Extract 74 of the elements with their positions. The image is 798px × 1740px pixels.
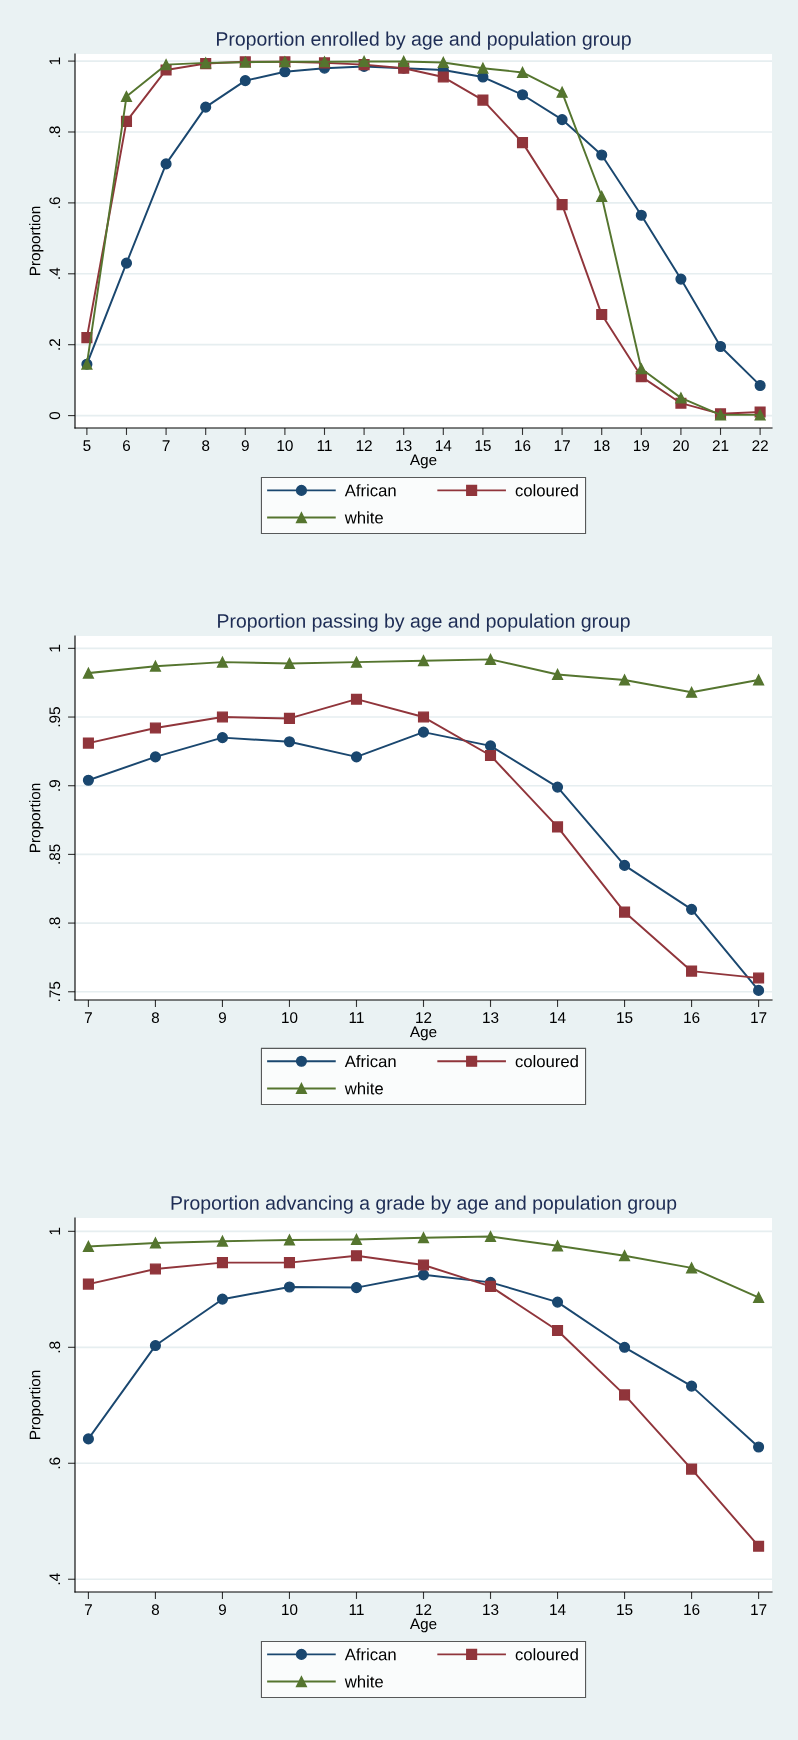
- y-tick-label: 1: [49, 644, 61, 652]
- y-tick-label: 0: [49, 411, 61, 420]
- x-tick-label: 6: [123, 440, 131, 452]
- y-tick-label: .9: [49, 780, 61, 791]
- x-tick-label: 15: [617, 1604, 633, 1616]
- x-tick-label: 9: [218, 1604, 226, 1616]
- y-tick-label: .95: [49, 707, 61, 727]
- x-tick-label: 9: [218, 1012, 226, 1024]
- y-tick-label: 1: [49, 1227, 61, 1235]
- chart-title: Proportion advancing a grade by age and population group: [171, 1195, 677, 1214]
- x-tick-label: 14: [435, 440, 452, 451]
- legend-label: African: [344, 1648, 396, 1661]
- y-tick-label: .4: [49, 1573, 61, 1585]
- legend-label: white: [344, 1675, 383, 1688]
- x-tick-label: 10: [282, 1604, 298, 1616]
- x-tick-label: 11: [317, 440, 332, 451]
- y-tick-label: .4: [49, 267, 61, 279]
- x-tick-label: 7: [84, 1012, 92, 1023]
- legend-label: coloured: [515, 484, 578, 497]
- legend-label: coloured: [515, 1055, 578, 1068]
- x-axis-title: Age: [409, 1618, 437, 1633]
- x-tick-label: 14: [550, 1012, 566, 1023]
- y-tick-label: .8: [49, 1341, 61, 1353]
- chart-title: Proportion enrolled by age and population group: [217, 31, 631, 50]
- legend-label: white: [344, 1082, 383, 1095]
- x-tick-label: 13: [483, 1012, 499, 1024]
- x-tick-label: 11: [349, 1012, 364, 1023]
- x-tick-label: 15: [475, 440, 491, 452]
- x-tick-label: 12: [416, 1604, 432, 1615]
- x-tick-label: 19: [633, 440, 650, 452]
- x-tick-label: 20: [673, 440, 689, 452]
- y-tick-label: .8: [49, 917, 61, 929]
- chart-title: Proportion passing by age and population group: [218, 613, 630, 632]
- y-tick-label: .6: [49, 1457, 61, 1469]
- y-axis-title: Proportion: [29, 206, 44, 275]
- x-tick-label: 8: [202, 440, 210, 452]
- x-tick-label: 21: [712, 440, 729, 451]
- y-tick-label: .6: [49, 197, 61, 208]
- y-tick-label: 1: [49, 57, 61, 65]
- y-axis-title: Proportion: [29, 1370, 44, 1439]
- x-tick-label: 8: [151, 1012, 160, 1024]
- x-tick-label: 9: [241, 440, 249, 452]
- y-tick-label: .75: [49, 981, 61, 1001]
- x-tick-label: 17: [554, 440, 570, 451]
- x-tick-label: 7: [162, 440, 170, 451]
- x-tick-label: 8: [151, 1604, 160, 1616]
- y-axis-title: Proportion: [29, 783, 44, 852]
- x-tick-label: 17: [751, 1604, 767, 1615]
- x-tick-label: 16: [684, 1604, 700, 1616]
- x-tick-label: 12: [356, 440, 372, 451]
- y-tick-label: .85: [49, 844, 61, 864]
- legend-label: coloured: [515, 1648, 578, 1661]
- x-tick-label: 5: [83, 440, 91, 452]
- x-axis-title: Age: [409, 1026, 437, 1041]
- x-tick-label: 13: [396, 440, 412, 452]
- legend-label: white: [344, 511, 383, 524]
- x-axis-title: Age: [409, 454, 437, 469]
- x-tick-label: 10: [282, 1012, 298, 1024]
- x-tick-label: 16: [515, 440, 531, 452]
- x-tick-label: 15: [617, 1012, 633, 1024]
- legend-label: African: [344, 484, 396, 497]
- x-tick-label: 22: [752, 440, 768, 451]
- y-tick-label: .8: [49, 126, 61, 137]
- x-tick-label: 18: [594, 440, 610, 452]
- x-tick-label: 10: [277, 440, 293, 452]
- y-tick-label: .2: [49, 339, 61, 350]
- x-tick-label: 14: [550, 1604, 566, 1615]
- x-tick-label: 12: [416, 1012, 432, 1023]
- x-tick-label: 17: [751, 1012, 767, 1023]
- x-tick-label: 11: [349, 1604, 364, 1615]
- legend-label: African: [344, 1055, 396, 1068]
- x-tick-label: 7: [84, 1604, 92, 1615]
- x-tick-label: 13: [483, 1604, 499, 1616]
- x-tick-label: 16: [684, 1012, 700, 1024]
